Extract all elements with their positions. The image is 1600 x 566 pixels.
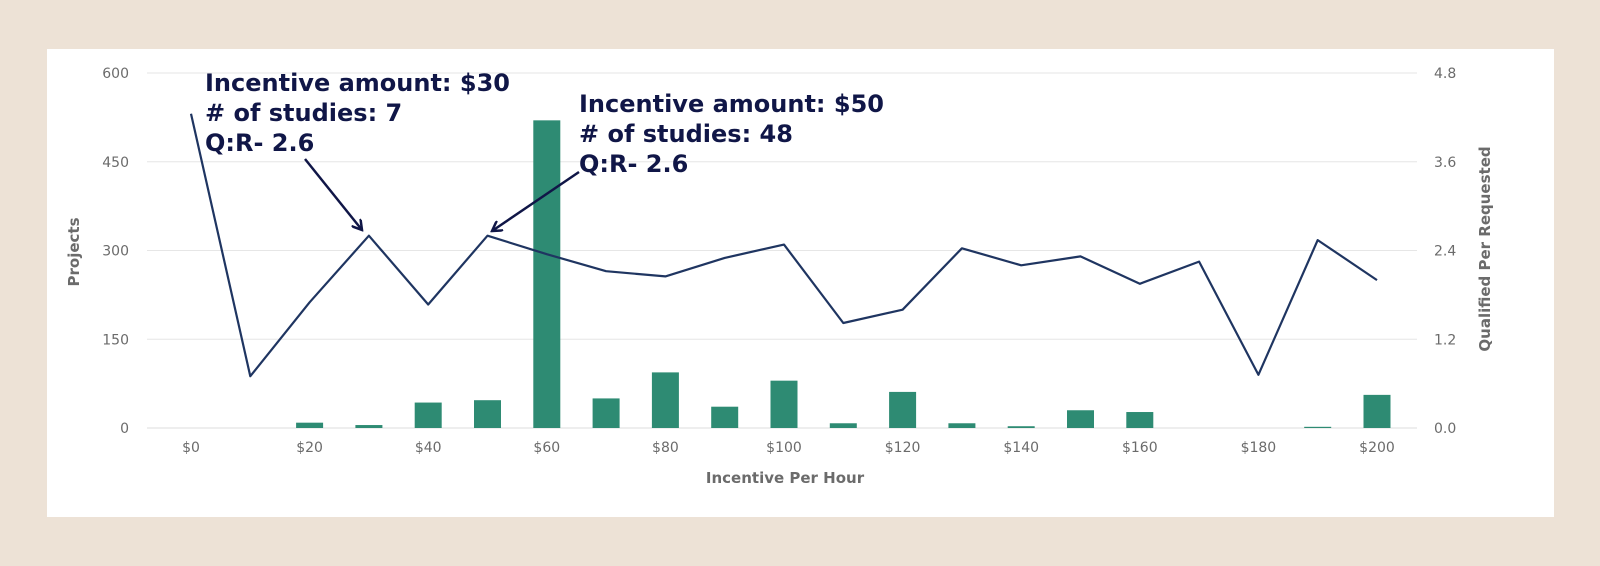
y-tick-label: 600	[102, 66, 129, 82]
bar	[474, 400, 501, 428]
y-right-tick-label: 2.4	[1434, 244, 1456, 260]
x-tick-label: $160	[1122, 440, 1158, 456]
annotation-line: # of studies: 7	[205, 99, 402, 127]
line-series	[189, 113, 1378, 378]
bar	[296, 422, 324, 428]
bar	[533, 120, 561, 428]
bar-series	[296, 120, 1391, 428]
chart-card: 0 150 300 450 600 0.0 1.2 2.4 3.6 4.8 $0 $20 $40 $60 $…	[47, 49, 1554, 517]
annotation-line: Incentive amount: $30	[205, 69, 510, 97]
bar	[1126, 412, 1154, 428]
x-tick-label: $200	[1359, 440, 1395, 456]
annotation-line: Q:R- 2.6	[579, 150, 688, 178]
y-tick-label: 0	[120, 421, 129, 437]
x-tick-label: $60	[533, 440, 560, 456]
y-tick-label: 150	[102, 332, 129, 348]
x-tick-label: $180	[1241, 440, 1277, 456]
x-tick-label: $120	[885, 440, 921, 456]
bar	[651, 372, 679, 428]
y-axis-title: Projects	[65, 217, 83, 286]
axis-ticks: 0 150 300 450 600 0.0 1.2 2.4 3.6 4.8 $0 $20 $40 $60 $…	[102, 66, 1456, 456]
bar	[1363, 394, 1391, 428]
bar	[592, 398, 620, 428]
chart: 0 150 300 450 600 0.0 1.2 2.4 3.6 4.8 $0 $20 $40 $60 $…	[65, 66, 1494, 487]
bar	[414, 402, 442, 428]
annotation-arrow	[492, 170, 580, 231]
bar	[1304, 426, 1332, 428]
bar	[355, 425, 383, 428]
bar	[1067, 410, 1094, 428]
x-tick-label: $100	[766, 440, 802, 456]
y-tick-label: 300	[102, 244, 129, 260]
bar	[889, 391, 917, 428]
bar	[770, 380, 798, 428]
bar	[829, 423, 857, 428]
x-axis-title: Incentive Per Hour	[706, 469, 865, 487]
bar	[711, 406, 739, 428]
y-right-tick-label: 1.2	[1434, 332, 1456, 348]
x-tick-label: $0	[182, 440, 200, 456]
y-right-tick-label: 4.8	[1434, 66, 1456, 82]
x-tick-label: $20	[296, 440, 323, 456]
x-tick-label: $80	[652, 440, 679, 456]
y-axis-right-title: Qualified Per Requested	[1476, 146, 1494, 351]
x-tick-label: $40	[415, 440, 442, 456]
bar	[948, 423, 976, 428]
y-right-tick-label: 3.6	[1434, 155, 1456, 171]
annotation-line: Q:R- 2.6	[205, 129, 314, 157]
bar	[1007, 426, 1035, 428]
y-tick-label: 450	[102, 155, 129, 171]
annotation-line: # of studies: 48	[579, 120, 793, 148]
gridlines	[147, 72, 1417, 429]
y-right-tick-label: 0.0	[1434, 421, 1456, 437]
qualified-per-requested-line	[189, 113, 1378, 378]
x-tick-label: $140	[1003, 440, 1039, 456]
annotation-arrow	[304, 158, 362, 230]
annotations: Incentive amount: $30# of studies: 7Q:R-…	[205, 69, 884, 231]
annotation-line: Incentive amount: $50	[579, 90, 884, 118]
